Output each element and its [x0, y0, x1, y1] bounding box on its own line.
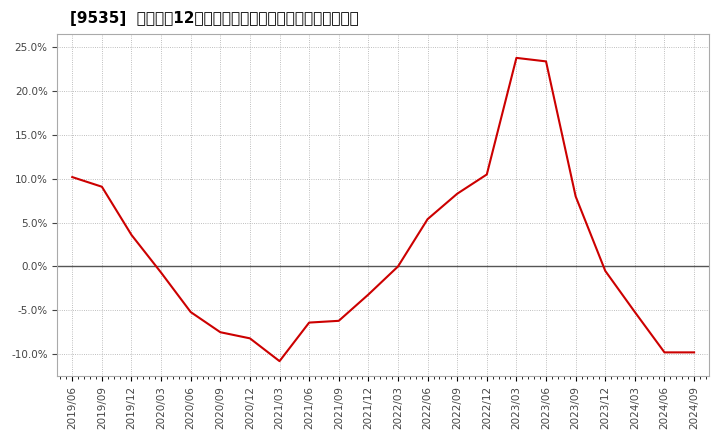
Text: [9535]  売上高の12か月移動合計の対前年同期増減率の推移: [9535] 売上高の12か月移動合計の対前年同期増減率の推移	[71, 11, 359, 26]
